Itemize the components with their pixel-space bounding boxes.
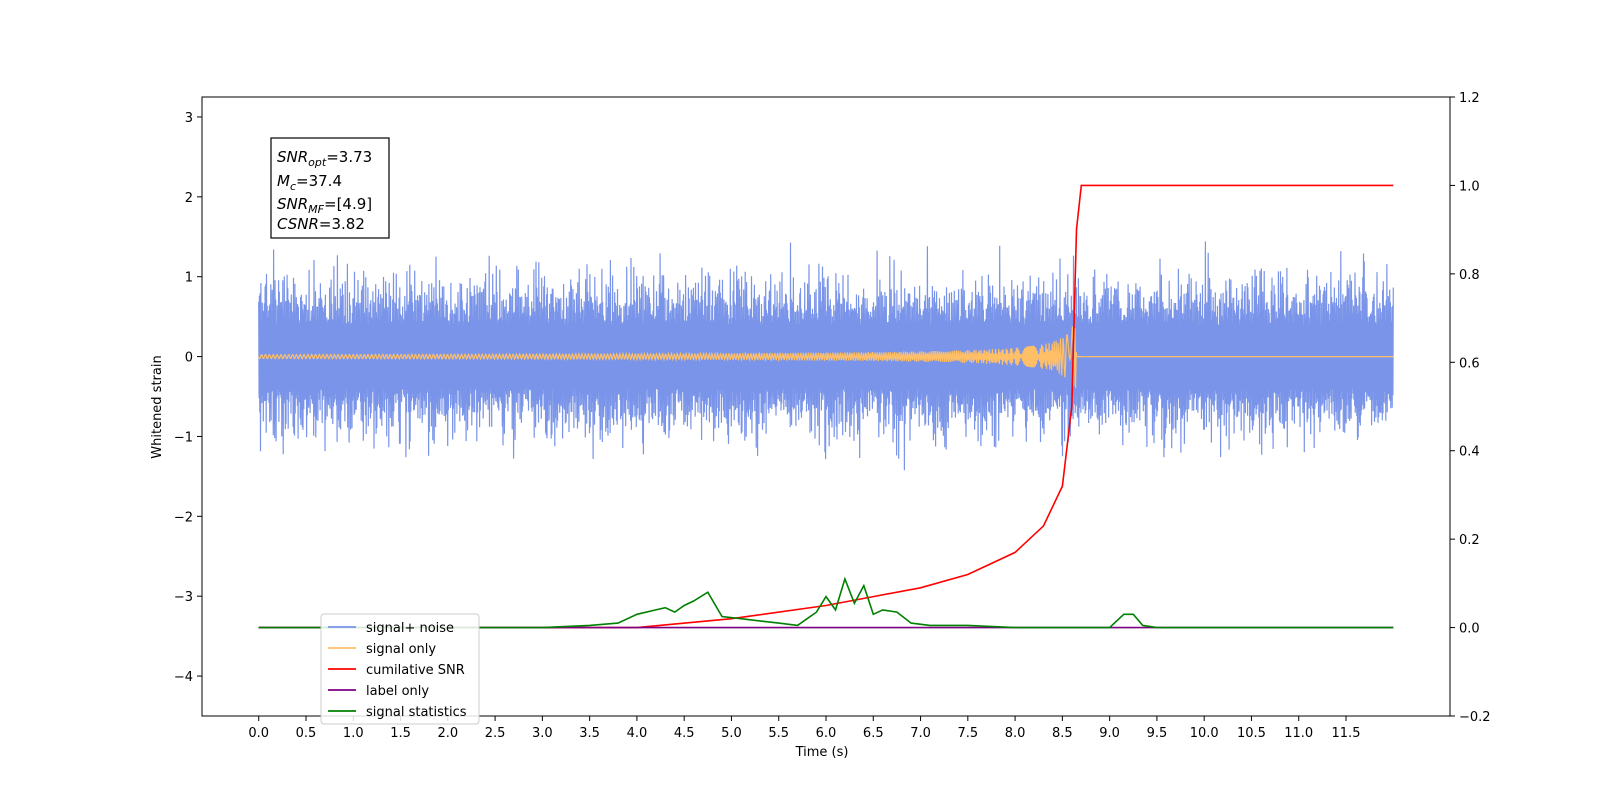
legend-entry-label: signal only (366, 642, 436, 657)
y-left-tick-label: −1 (174, 430, 193, 445)
y-right-tick-label: 0.6 (1459, 356, 1480, 371)
legend: signal+ noise signal only cumilative SNR la… (320, 613, 480, 725)
x-tick-label: 0.0 (248, 726, 269, 741)
y-right-tick-label: 0.0 (1459, 622, 1480, 637)
y-left-tick-label: −4 (174, 670, 193, 685)
x-axis-label: Time (s) (795, 745, 849, 760)
x-tick-label: 9.5 (1147, 726, 1168, 741)
y-left-tick-label: −2 (174, 510, 193, 525)
y-left-tick-label: −3 (174, 590, 193, 605)
y-left-tick-label: 2 (185, 191, 193, 206)
y-axis-label: Whitened strain (150, 355, 165, 458)
y-right-tick-label: 1.0 (1459, 179, 1480, 194)
y-axis-left-ticks: 3 2 1 0 −1 −2 −3 −4 (174, 111, 202, 685)
legend-entry-label: signal+ noise (366, 621, 454, 636)
y-right-tick-label: 0.4 (1459, 445, 1480, 460)
x-tick-label: 5.0 (721, 726, 742, 741)
x-tick-label: 9.0 (1099, 726, 1120, 741)
x-tick-label: 8.0 (1005, 726, 1026, 741)
y-right-tick-label: 1.2 (1459, 91, 1480, 106)
info-snr-mf: SNRMF=[4.9] (277, 195, 372, 216)
x-tick-label: 6.5 (863, 726, 884, 741)
x-tick-label: 5.5 (768, 726, 789, 741)
x-tick-label: 3.5 (579, 726, 600, 741)
y-left-tick-label: 3 (185, 111, 193, 126)
x-tick-label: 3.0 (532, 726, 553, 741)
info-snr-opt: SNRopt=3.73 (277, 148, 372, 169)
snr-info-box: SNRopt=3.73 Mc=37.4 SNRMF=[4.9] CSNR=3.8… (270, 137, 390, 239)
legend-frame (320, 613, 480, 725)
x-axis-ticks: 0.0 0.5 1.0 1.5 2.0 2.5 3.0 3.5 4.0 4.5 5.0 5.5 6.0 6… (248, 716, 1360, 741)
x-tick-label: 7.0 (910, 726, 931, 741)
x-tick-label: 8.5 (1052, 726, 1073, 741)
y-right-tick-label: 0.8 (1459, 268, 1480, 283)
x-tick-label: 10.5 (1237, 726, 1266, 741)
info-mc: Mc=37.4 (277, 172, 342, 193)
x-tick-label: 2.0 (437, 726, 458, 741)
y-right-tick-label: −0.2 (1459, 710, 1491, 725)
legend-entry-label: signal statistics (366, 705, 467, 720)
legend-entry-label: cumilative SNR (366, 663, 465, 678)
info-box-frame (270, 137, 390, 239)
info-csnr: CSNR=3.82 (277, 215, 365, 233)
x-tick-label: 1.5 (390, 726, 411, 741)
series-signal-statistics-line (258, 576, 1394, 629)
y-right-tick-label: 0.2 (1459, 533, 1480, 548)
x-tick-label: 11.0 (1284, 726, 1313, 741)
x-tick-label: 0.5 (296, 726, 317, 741)
x-tick-label: 11.5 (1332, 726, 1361, 741)
x-tick-label: 1.0 (343, 726, 364, 741)
x-tick-label: 4.5 (674, 726, 695, 741)
y-left-tick-label: 0 (185, 351, 193, 366)
y-axis-right-ticks: 1.2 1.0 0.8 0.6 0.4 0.2 0.0 −0.2 (1450, 91, 1491, 725)
y-left-tick-label: 1 (185, 271, 193, 286)
x-tick-label: 2.5 (485, 726, 506, 741)
series-cumulative-snr-line (258, 184, 1394, 629)
x-tick-label: 10.0 (1190, 726, 1219, 741)
x-tick-label: 4.0 (627, 726, 648, 741)
x-tick-label: 6.0 (816, 726, 837, 741)
legend-entry-label: label only (366, 684, 429, 699)
series-signal-noise-line (258, 241, 1394, 471)
series-signal-only-line (258, 326, 1394, 389)
x-tick-label: 7.5 (957, 726, 978, 741)
